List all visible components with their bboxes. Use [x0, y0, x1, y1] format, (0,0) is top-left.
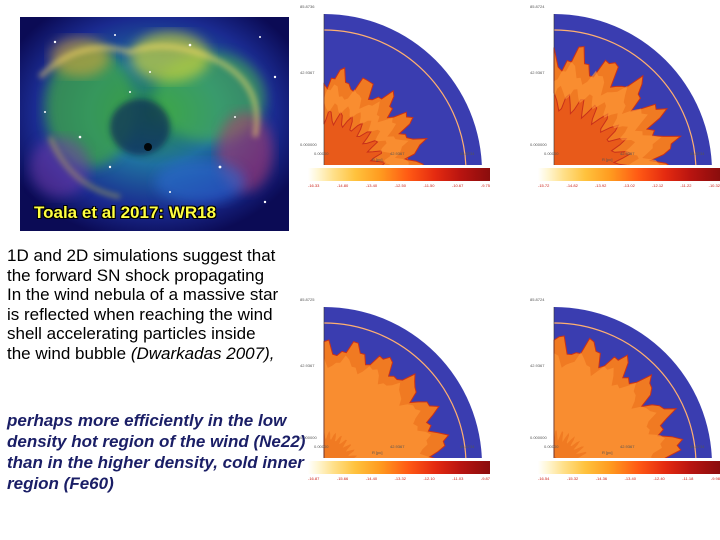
colorbar-tick-label: -16.33	[308, 183, 320, 188]
emphasis-line: density hot region of the wind (Ne22)	[7, 432, 306, 451]
colorbar-tick-label: -11.50	[423, 183, 435, 188]
emphasis-line: region (Fe60)	[7, 474, 114, 493]
colorbar-tick-label: -13.40	[624, 476, 636, 481]
colorbar-tick-label: -15.72	[538, 183, 550, 188]
colorbar-tick-label: -13.40	[365, 183, 378, 188]
citation: (Dwarkadas 2007),	[130, 343, 275, 363]
x-tick-right: 85.8734	[460, 151, 475, 156]
simulation-plot	[553, 14, 712, 165]
emphasis-line: than in the higher density, cold inner	[7, 453, 304, 472]
emphasis-text: perhaps more efficiently in the low dens…	[7, 410, 387, 494]
x-tick-mid: 42.9367	[390, 151, 405, 156]
colorbar-ticks: -16.87 -15.66 -14.40 -13.32 -12.10 -11.03 -9.8…	[308, 476, 490, 481]
y-tick-bottom: 0.000000	[300, 435, 317, 440]
body-line: 1D and 2D simulations suggest that	[7, 246, 276, 265]
colorbar-ticks: -16.33 -14.80 -13.40 -12.50 -11.50 -10.67 -9.7…	[308, 183, 490, 188]
body-line-last: the wind bubble (Dwarkadas 2007),	[7, 344, 337, 364]
y-tick-mid: 42.9367	[300, 70, 315, 75]
y-tick-top: 85.8725	[300, 297, 315, 302]
y-tick-mid: 42.9367	[300, 363, 315, 368]
simulation-time: t= 45821.0	[653, 307, 675, 312]
x-tick-right: 85.8734	[460, 444, 475, 449]
x-tick-right: 85.8734	[690, 444, 705, 449]
x-tick-left: 0.00000	[314, 151, 329, 156]
colorbar	[538, 461, 720, 474]
x-axis-title: R [pc]	[372, 157, 383, 162]
nebula-caption: Toala et al 2017: WR18	[34, 203, 217, 222]
colorbar-tick-label: -9.75	[480, 183, 490, 188]
colorbar-tick-label: -13.92	[594, 183, 607, 188]
colorbar-tick-label: -14.40	[365, 476, 378, 481]
x-axis-title: R [pc]	[602, 450, 613, 455]
colorbar-tick-label: -15.32	[566, 476, 579, 481]
colorbar	[308, 168, 490, 181]
x-tick-right: 85.8734	[690, 151, 705, 156]
body-line: is reflected when reaching the wind	[7, 304, 273, 324]
simulation-panel-2: t= 15690.5 85.8724 42.9367 0.000000 0.00000 4…	[530, 0, 720, 192]
simulation-panel-4: t= 45821.0 85.8724 42.9367 0.000000 0.00000 4…	[530, 293, 720, 485]
y-tick-mid: 42.9367	[530, 363, 545, 368]
body-text: 1D and 2D simulations suggest that the f…	[7, 246, 337, 363]
colorbar-tick-label: -10.32	[708, 183, 720, 188]
wr18-nebula-picture	[20, 17, 289, 231]
x-tick-mid: 42.9367	[620, 151, 635, 156]
x-tick-mid: 42.9367	[390, 444, 405, 449]
x-axis-title: R [pc]	[372, 450, 383, 455]
colorbar-tick-label: -10.67	[452, 183, 464, 188]
colorbar-tick-label: -12.40	[653, 476, 665, 481]
colorbar-tick-label: -14.80	[336, 183, 349, 188]
colorbar-tick-label: -14.36	[595, 476, 608, 481]
body-last-prefix: the wind bubble	[7, 343, 131, 363]
colorbar-tick-label: -11.03	[452, 476, 464, 481]
x-tick-left: 0.00000	[314, 444, 329, 449]
body-line: shell accelerating particles inside	[7, 324, 256, 343]
colorbar-tick-label: -12.10	[423, 476, 435, 481]
y-tick-top: 85.8736	[300, 4, 315, 9]
simulation-time: t= 15690.5	[653, 14, 675, 19]
x-tick-mid: 42.9367	[620, 444, 635, 449]
colorbar-tick-label: -12.50	[394, 183, 406, 188]
colorbar-ticks: -15.72 -14.82 -13.92 -13.02 -12.12 -11.22 -10.…	[538, 183, 720, 188]
colorbar-tick-label: -14.82	[566, 183, 578, 188]
colorbar-ticks: -16.54 -15.32 -14.36 -13.40 -12.40 -11.18 -9.9…	[538, 476, 720, 481]
simulation-time: t= 307212	[423, 307, 444, 312]
y-tick-bottom: 0.000000	[300, 142, 317, 147]
simulation-plot	[323, 14, 482, 165]
colorbar-tick-label: -16.54	[538, 476, 550, 481]
y-tick-mid: 42.9367	[530, 70, 545, 75]
colorbar	[538, 168, 720, 181]
body-line: the forward SN shock propagating	[7, 265, 265, 285]
body-line: In the wind nebula of a massive star	[7, 285, 279, 304]
nebula-image: Toala et al 2017: WR18	[20, 17, 289, 231]
simulation-plot	[323, 307, 482, 458]
x-axis-title: R [pc]	[602, 157, 613, 162]
x-tick-left: 0.00000	[544, 151, 559, 156]
y-tick-top: 85.8724	[530, 4, 545, 9]
emphasis-line: perhaps more efficiently in the low	[7, 411, 287, 430]
simulation-panel-1: t= 9809.44 85.8736 42.9367 0.000000 0.00000 4…	[300, 0, 490, 192]
colorbar-tick-label: -9.87	[480, 476, 490, 481]
simulation-time: t= 9809.44	[423, 14, 445, 19]
colorbar-tick-label: -13.32	[394, 476, 406, 481]
y-tick-bottom: 0.000000	[530, 435, 547, 440]
colorbar-tick-label: -15.66	[336, 476, 349, 481]
colorbar-tick-label: -11.22	[680, 183, 692, 188]
colorbar-tick-label: -9.98	[710, 476, 720, 481]
y-tick-top: 85.8724	[530, 297, 545, 302]
colorbar-tick-label: -12.12	[651, 183, 664, 188]
simulation-plot	[553, 307, 712, 458]
colorbar-tick-label: -11.18	[682, 476, 694, 481]
simulation-panel-3: t= 307212 85.8725 42.9367 0.000000 0.00000 42…	[300, 293, 490, 485]
colorbar	[308, 461, 490, 474]
colorbar-tick-label: -16.87	[308, 476, 320, 481]
y-tick-bottom: 0.000000	[530, 142, 547, 147]
colorbar-tick-label: -13.02	[623, 183, 635, 188]
x-tick-left: 0.00000	[544, 444, 559, 449]
